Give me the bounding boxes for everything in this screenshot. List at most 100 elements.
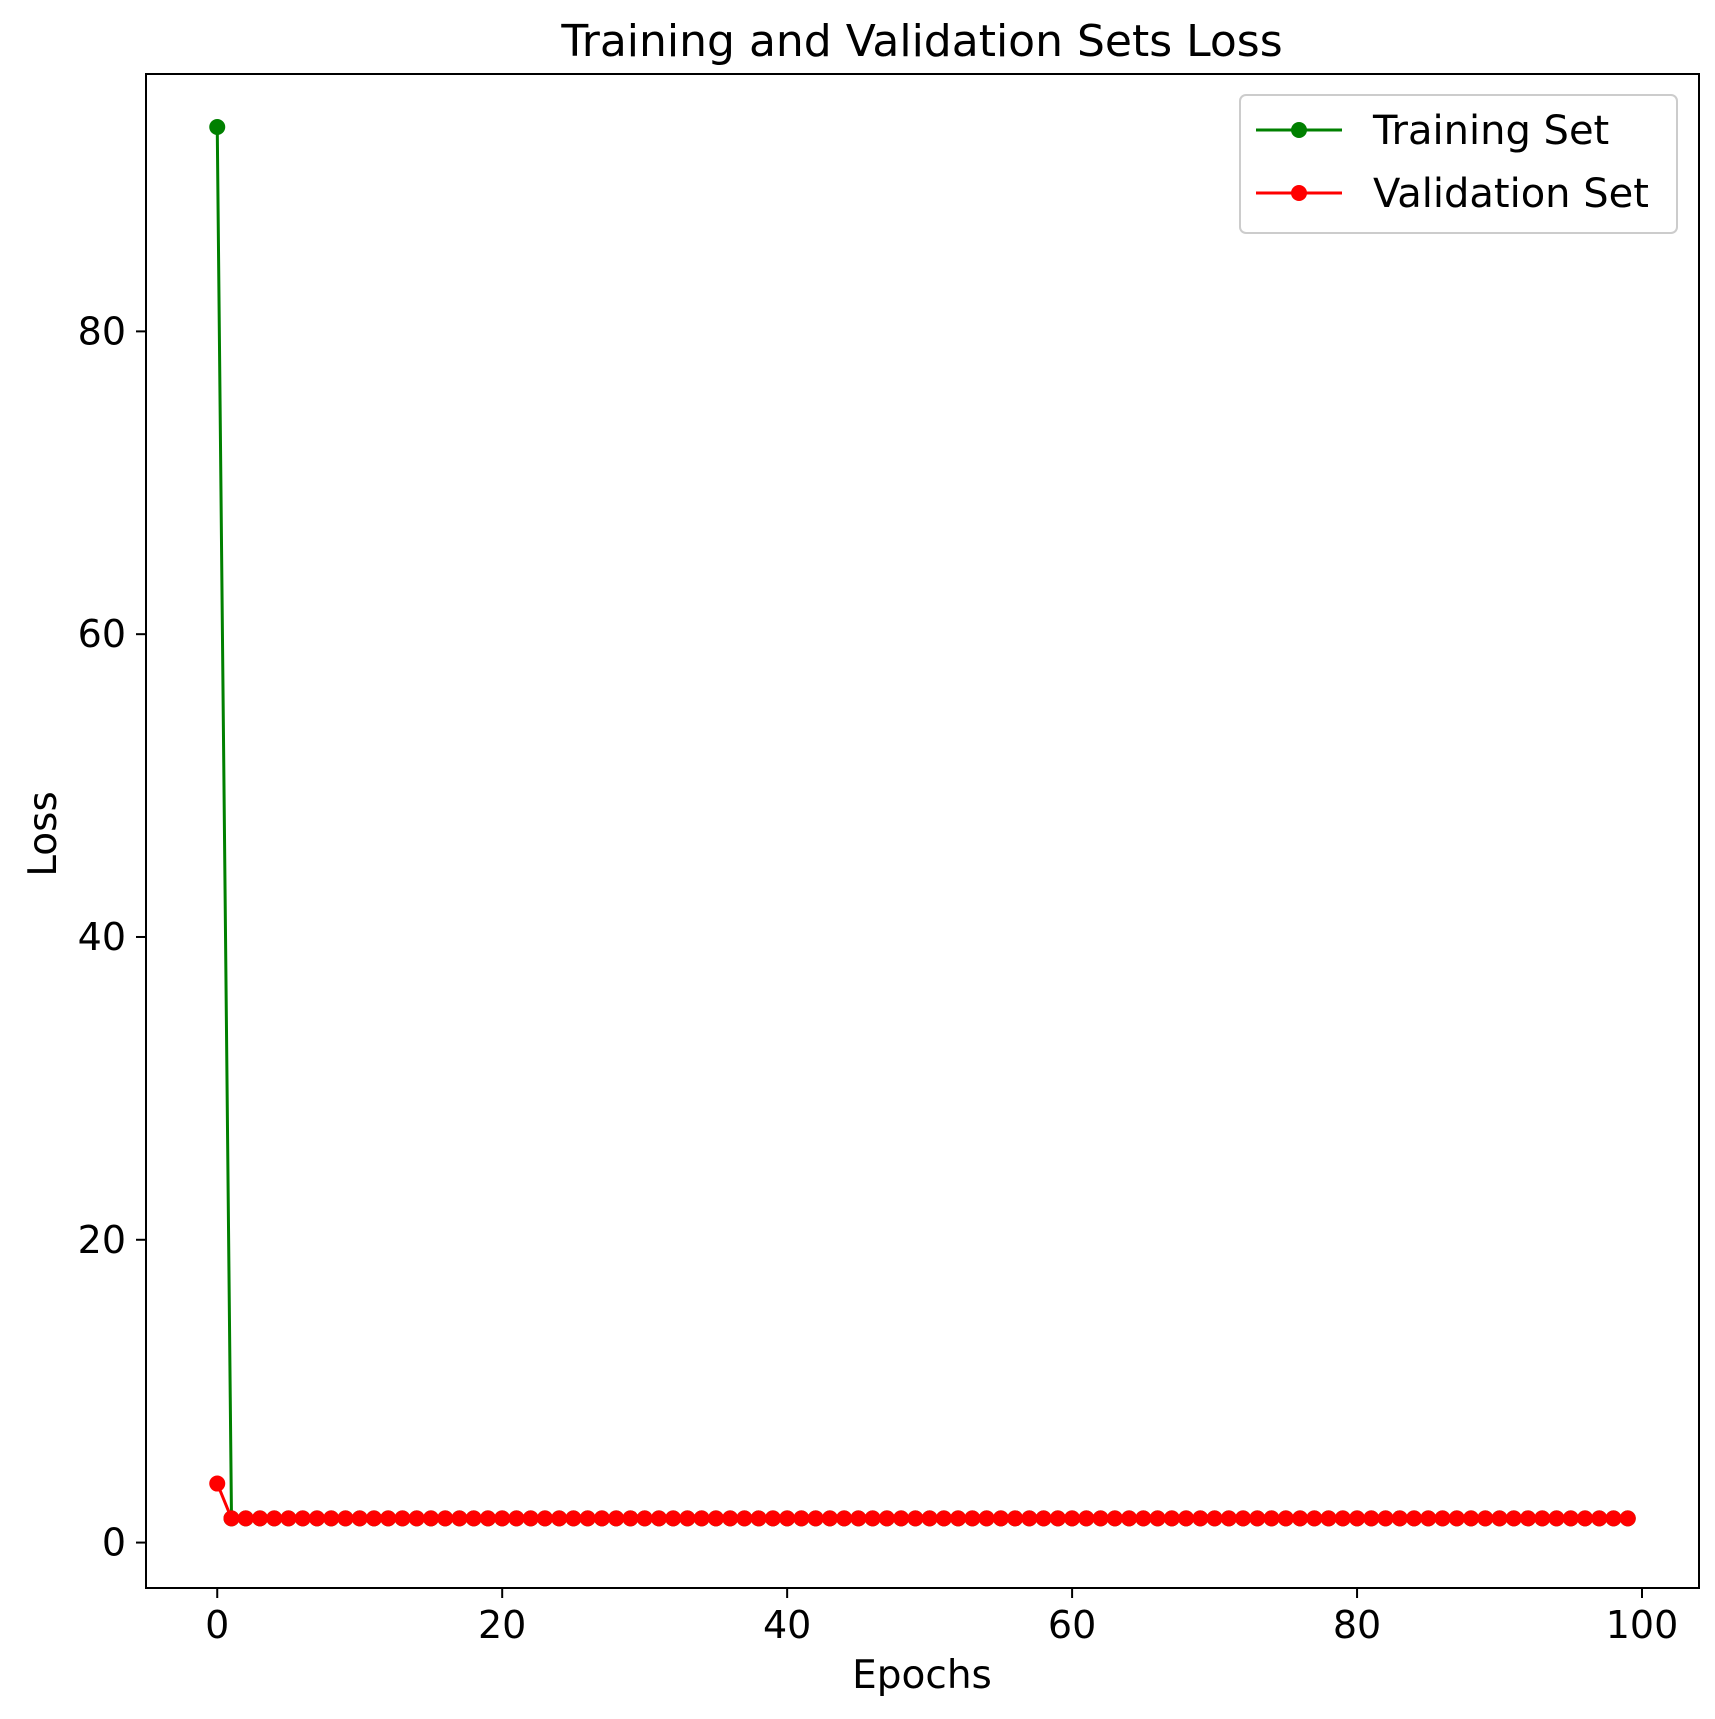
data-point-validation-set-11 [365,1510,382,1527]
data-point-validation-set-54 [978,1510,995,1527]
x-tick-label-80: 80 [1333,1603,1381,1647]
y-tick-label-60: 60 [78,612,126,656]
data-point-validation-set-17 [451,1510,468,1527]
data-point-validation-set-83 [1391,1510,1408,1527]
data-point-validation-set-4 [266,1510,283,1527]
data-point-validation-set-14 [408,1510,425,1527]
x-axis-label: Epochs [852,1653,992,1698]
data-point-validation-set-91 [1505,1510,1522,1527]
data-point-validation-set-93 [1534,1510,1551,1527]
data-point-validation-set-26 [579,1510,596,1527]
data-point-validation-set-44 [836,1510,853,1527]
y-tick-label-40: 40 [78,915,126,959]
y-tick-label-0: 0 [102,1521,126,1565]
data-point-validation-set-6 [294,1510,311,1527]
data-point-validation-set-49 [907,1510,924,1527]
x-tick-label-20: 20 [478,1603,526,1647]
data-point-validation-set-72 [1235,1510,1252,1527]
series-validation-set [209,1475,1636,1527]
data-point-validation-set-80 [1349,1510,1366,1527]
data-point-validation-set-97 [1591,1510,1608,1527]
data-point-validation-set-22 [522,1510,539,1527]
y-tick-label-80: 80 [78,309,126,353]
data-point-validation-set-47 [878,1510,895,1527]
data-point-validation-set-56 [1007,1510,1024,1527]
data-point-validation-set-28 [608,1510,625,1527]
data-point-validation-set-74 [1263,1510,1280,1527]
data-point-validation-set-57 [1021,1510,1038,1527]
data-point-validation-set-8 [323,1510,340,1527]
data-point-validation-set-61 [1078,1510,1095,1527]
axes-frame [145,73,1700,1589]
data-point-validation-set-78 [1320,1510,1337,1527]
data-point-validation-set-41 [793,1510,810,1527]
data-point-validation-set-29 [622,1510,639,1527]
data-point-validation-set-1 [223,1510,240,1527]
data-point-validation-set-43 [821,1510,838,1527]
data-point-validation-set-21 [508,1510,525,1527]
data-point-validation-set-66 [1149,1510,1166,1527]
data-point-validation-set-31 [650,1510,667,1527]
series-layer [209,118,1636,1527]
data-point-validation-set-3 [251,1510,268,1527]
data-point-validation-set-27 [593,1510,610,1527]
x-tick-label-100: 100 [1606,1603,1679,1647]
data-point-training-set-0 [209,118,226,135]
legend-label-training: Training Set [1372,108,1609,154]
data-point-validation-set-15 [422,1510,439,1527]
data-point-validation-set-34 [693,1510,710,1527]
data-point-validation-set-36 [722,1510,739,1527]
data-point-validation-set-13 [394,1510,411,1527]
x-tick-label-40: 40 [763,1603,811,1647]
data-point-validation-set-62 [1092,1510,1109,1527]
data-point-validation-set-68 [1178,1510,1195,1527]
data-point-validation-set-63 [1106,1510,1123,1527]
data-point-validation-set-79 [1334,1510,1351,1527]
data-point-validation-set-9 [337,1510,354,1527]
data-point-validation-set-2 [237,1510,254,1527]
series-line-training-set [215,126,1628,1520]
data-point-validation-set-82 [1377,1510,1394,1527]
data-point-validation-set-67 [1163,1510,1180,1527]
data-point-validation-set-16 [437,1510,454,1527]
data-point-validation-set-87 [1448,1510,1465,1527]
data-point-validation-set-76 [1292,1510,1309,1527]
data-point-validation-set-89 [1477,1510,1494,1527]
data-point-validation-set-96 [1577,1510,1594,1527]
data-point-validation-set-20 [494,1510,511,1527]
data-point-validation-set-51 [935,1510,952,1527]
data-point-validation-set-64 [1121,1510,1138,1527]
data-point-validation-set-92 [1520,1510,1537,1527]
data-point-validation-set-71 [1220,1510,1237,1527]
y-tick-label-20: 20 [78,1218,126,1262]
data-point-validation-set-94 [1548,1510,1565,1527]
data-point-validation-set-53 [964,1510,981,1527]
data-point-validation-set-23 [536,1510,553,1527]
legend: Training Set Validation Set [1239,94,1678,234]
data-point-validation-set-10 [351,1510,368,1527]
data-point-validation-set-99 [1619,1510,1636,1527]
y-axis-label: Loss [21,791,66,877]
legend-marker-training [1291,122,1307,138]
data-point-validation-set-33 [679,1510,696,1527]
data-point-validation-set-18 [465,1510,482,1527]
data-point-validation-set-48 [893,1510,910,1527]
data-point-validation-set-25 [565,1510,582,1527]
data-point-validation-set-35 [707,1510,724,1527]
data-point-validation-set-95 [1562,1510,1579,1527]
data-point-validation-set-39 [764,1510,781,1527]
data-point-validation-set-73 [1249,1510,1266,1527]
data-point-validation-set-32 [665,1510,682,1527]
data-point-validation-set-30 [636,1510,653,1527]
data-point-validation-set-65 [1135,1510,1152,1527]
data-point-validation-set-7 [308,1510,325,1527]
data-point-validation-set-50 [921,1510,938,1527]
data-point-validation-set-90 [1491,1510,1508,1527]
x-tick-label-0: 0 [205,1603,229,1647]
data-point-validation-set-46 [864,1510,881,1527]
x-axis: 0 20 40 60 80 100 [205,1588,1678,1647]
data-point-validation-set-81 [1363,1510,1380,1527]
data-point-validation-set-59 [1049,1510,1066,1527]
data-point-validation-set-86 [1434,1510,1451,1527]
legend-box [1239,94,1678,234]
